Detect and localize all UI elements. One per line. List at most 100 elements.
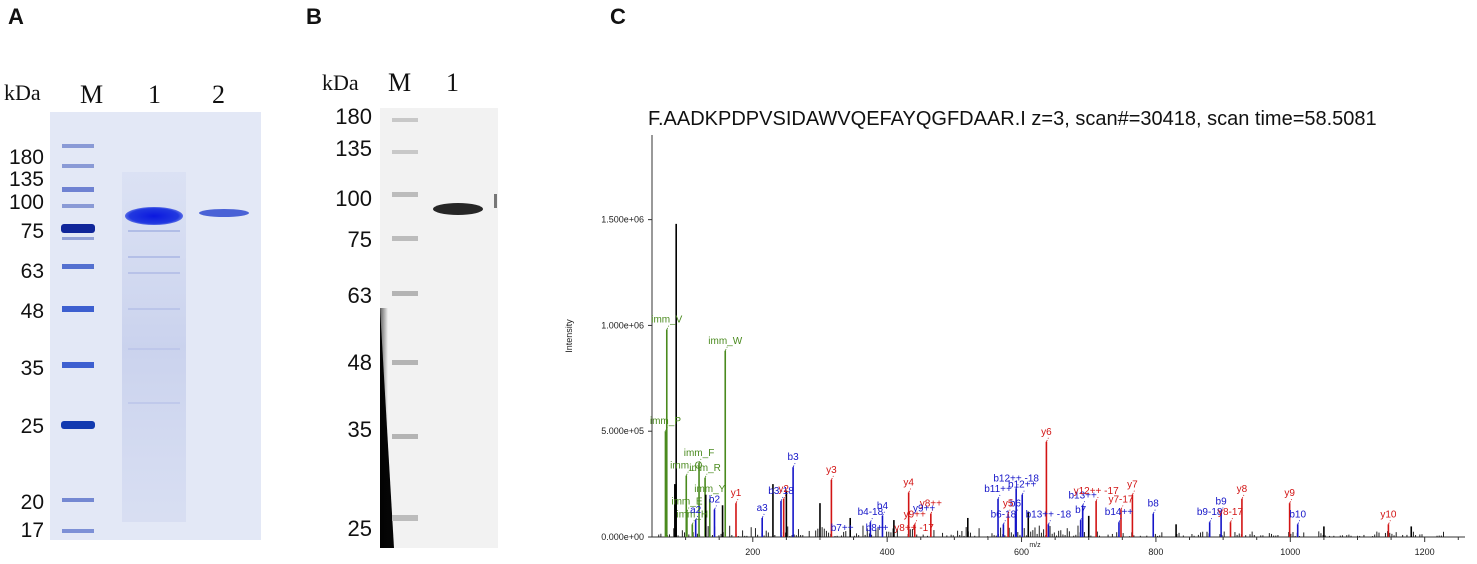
panel-b-kda-label: kDa xyxy=(322,70,359,95)
panel-b-mw-63: 63 xyxy=(347,283,372,308)
blot-marker-band xyxy=(392,291,418,296)
label-leader xyxy=(870,518,873,523)
label-leader xyxy=(780,496,784,502)
blot-marker-band xyxy=(392,192,418,197)
peak-label: b4 xyxy=(877,501,889,512)
panel-b-mw-135: 135 xyxy=(335,136,372,161)
peak-label: y9++ xyxy=(913,504,935,515)
peak-label: b13++ xyxy=(1069,490,1098,501)
peak-label: imm_W xyxy=(708,336,742,347)
label-leader xyxy=(1132,490,1135,495)
panel-b-mw-75: 75 xyxy=(347,227,372,252)
peak-label: b6 xyxy=(1010,499,1022,510)
label-leader xyxy=(704,473,708,478)
label-leader xyxy=(1003,520,1006,525)
blot-marker-band xyxy=(392,360,418,365)
label-leader xyxy=(1021,490,1025,495)
label-leader xyxy=(761,513,765,519)
label-leader xyxy=(1289,498,1292,504)
ms-ms-spectrum: F.AADKPDPVSIDAWVQEFAYQGFDAAR.I z=3, scan… xyxy=(564,108,1465,555)
label-leader xyxy=(686,507,690,512)
panel-a-mw-25: 25 xyxy=(20,415,44,438)
peak-label: y5 xyxy=(1003,499,1014,510)
panel-b-mw-48: 48 xyxy=(347,350,372,375)
label-leader xyxy=(1297,520,1301,525)
peak-label: imm_P xyxy=(650,416,681,427)
peak-label: imm_F xyxy=(684,448,715,459)
sds-page-gel-image xyxy=(50,112,261,540)
x-tick-label: 600 xyxy=(1014,547,1029,555)
blot-marker-band xyxy=(392,236,418,241)
peak-label: imm_Q xyxy=(670,461,702,472)
x-tick-label: 200 xyxy=(745,547,760,555)
blot-lane-1-band xyxy=(433,203,483,215)
y-tick-label: 0.000e+00 xyxy=(601,532,644,542)
peak-label: b4-18 xyxy=(858,507,884,518)
label-leader xyxy=(1209,518,1213,523)
label-leader xyxy=(724,346,728,351)
gel-bands xyxy=(61,144,249,533)
x-tick-label: 400 xyxy=(880,547,895,555)
peak-label: b9-18 xyxy=(1197,507,1223,518)
label-leader xyxy=(783,494,787,500)
panel-a-lane-m: M xyxy=(80,80,104,109)
peak-label: b3-18 xyxy=(768,486,794,497)
x-axis-label: m/z xyxy=(1029,542,1041,549)
marker-band xyxy=(61,224,95,233)
label-leader xyxy=(997,494,1001,500)
lane-1-minor-band xyxy=(128,230,180,232)
label-leader xyxy=(1241,494,1245,500)
panel-b-letter: B xyxy=(306,4,322,29)
peak-label: y8++ xyxy=(920,499,942,510)
peak-label: b2 xyxy=(709,494,721,505)
panel-a-mw-135: 135 xyxy=(8,168,44,191)
blot-marker-band xyxy=(392,118,418,122)
label-leader xyxy=(831,475,834,481)
label-leader xyxy=(1015,484,1019,489)
marker-band xyxy=(62,204,94,208)
peak-label: y8-17 xyxy=(1218,507,1243,518)
peak-label: y12++ -17 xyxy=(1074,486,1119,497)
peak-label: b7++ xyxy=(831,523,854,534)
peak-label: y1 xyxy=(731,488,742,499)
panel-b-mw-180: 180 xyxy=(335,104,372,129)
blot-edge-shadow xyxy=(380,308,388,548)
panel-a-mw-17: 17 xyxy=(20,519,44,542)
panel-b-mw-25: 25 xyxy=(347,516,372,541)
label-leader xyxy=(1048,520,1051,525)
label-leader xyxy=(908,488,912,493)
panel-b-lane-m: M xyxy=(388,68,412,97)
panel-b-mw-35: 35 xyxy=(347,417,372,442)
label-leader xyxy=(1007,509,1011,514)
panel-a-kda-label: kDa xyxy=(4,80,41,105)
peak-label: y7-17 xyxy=(1108,494,1133,505)
label-leader xyxy=(1082,501,1086,506)
y-tick-label: 1.500e+06 xyxy=(601,215,644,225)
peak-label: y2 xyxy=(778,484,789,495)
label-leader xyxy=(914,520,918,525)
peak-label: y9++ xyxy=(904,509,926,520)
lane-1-target-band xyxy=(125,207,183,225)
label-leader xyxy=(695,515,699,521)
peak-label: b10 xyxy=(1289,509,1306,520)
label-leader xyxy=(1388,520,1391,525)
y-axis-label: Intensity xyxy=(564,319,574,353)
label-leader xyxy=(930,509,934,514)
blot-right-edge-mark xyxy=(494,194,497,208)
label-leader xyxy=(735,498,739,504)
panel-a-lane-2: 2 xyxy=(212,80,225,109)
y-tick-label: 1.000e+06 xyxy=(601,320,644,330)
label-leader xyxy=(882,511,885,517)
peak-label: y8++ -17 xyxy=(894,523,934,534)
label-leader xyxy=(665,427,668,432)
peak-label: b8 xyxy=(1148,499,1160,510)
peak-label: y4 xyxy=(903,478,914,489)
label-leader xyxy=(1046,437,1049,442)
lane-1-minor-band xyxy=(128,402,180,404)
peak-label: imm_V xyxy=(651,315,682,326)
peak-label: a3 xyxy=(757,503,769,514)
panel-b-mw-100: 100 xyxy=(335,186,372,211)
marker-band xyxy=(62,237,94,240)
panel-a-lane-1: 1 xyxy=(148,80,161,109)
label-leader xyxy=(1120,505,1124,510)
